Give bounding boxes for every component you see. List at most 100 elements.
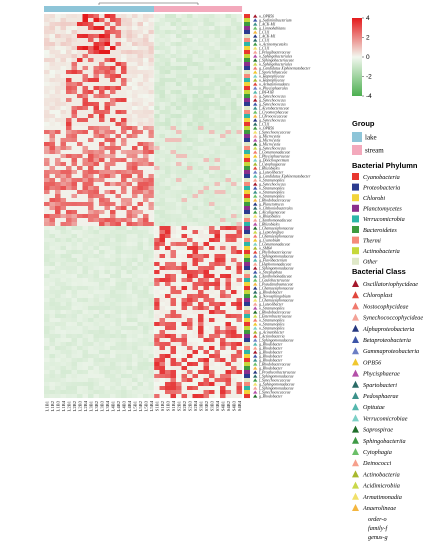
heatmap-cell (198, 22, 204, 27)
heatmap-cell (143, 154, 149, 159)
heatmap-cell (71, 62, 78, 67)
heatmap-cell (176, 270, 182, 275)
heatmap-cell (165, 154, 171, 159)
heatmap-cell (110, 174, 116, 179)
heatmap-cell (203, 146, 210, 151)
heatmap-cell (93, 242, 100, 247)
heatmap-cell (165, 34, 171, 39)
heatmap-cell (192, 294, 199, 299)
heatmap-cell (115, 322, 122, 327)
heatmap-cell (159, 50, 166, 55)
heatmap-cell (225, 30, 232, 35)
heatmap-cell (88, 230, 94, 235)
heatmap-cell (55, 98, 61, 103)
heatmap-cell (225, 82, 232, 87)
heatmap-cell (99, 190, 105, 195)
heatmap-cell (170, 78, 177, 83)
heatmap-cell (143, 126, 149, 131)
heatmap-cell (181, 42, 188, 47)
heatmap-cell (187, 126, 193, 131)
heatmap-cell (181, 122, 188, 127)
heatmap-cell (60, 322, 67, 327)
heatmap-cell (159, 18, 166, 23)
heatmap-cell (82, 94, 89, 99)
heatmap-cell (176, 230, 182, 235)
heatmap-cell (55, 354, 61, 359)
heatmap-cell (225, 126, 232, 131)
heatmap-cell (77, 138, 83, 143)
heatmap-cell (132, 210, 138, 215)
heatmap-cell (198, 190, 204, 195)
row-label: o_OPB56 (259, 126, 274, 130)
heatmap-cell (231, 286, 237, 291)
heatmap-cell (44, 278, 50, 283)
heatmap-cell (165, 166, 171, 171)
heatmap-cell (187, 326, 193, 331)
class-marker (253, 250, 258, 254)
heatmap-cell (126, 394, 133, 399)
heatmap-cell (214, 54, 221, 59)
heatmap-cell (231, 390, 237, 395)
heatmap-cell (209, 326, 215, 331)
heatmap-cell (203, 374, 210, 379)
heatmap-cell (66, 154, 72, 159)
heatmap-cell (44, 350, 50, 355)
heatmap-cell (60, 234, 67, 239)
heatmap-cell (148, 46, 155, 51)
heatmap-cell (55, 150, 61, 155)
column-label: L5B2 (138, 400, 143, 411)
heatmap-cell (60, 350, 67, 355)
heatmap-cell (209, 190, 215, 195)
heatmap-cell (236, 118, 243, 123)
heatmap-cell (170, 334, 177, 339)
heatmap-cell (198, 254, 204, 259)
heatmap-cell (121, 238, 127, 243)
heatmap-cell (99, 170, 105, 175)
class-marker (253, 98, 258, 102)
heatmap-cell (77, 146, 83, 151)
heatmap-cell (214, 286, 221, 291)
heatmap-cell (187, 146, 193, 151)
heatmap-cell (126, 142, 133, 147)
group-bar-cell (132, 6, 138, 12)
row-label: g_Rhodobacter (259, 342, 283, 346)
heatmap-cell (66, 74, 72, 79)
heatmap-cell (214, 186, 221, 191)
heatmap-cell (55, 74, 61, 79)
heatmap-cell (137, 34, 144, 39)
heatmap-cell (49, 114, 56, 119)
heatmap-cell (170, 186, 177, 191)
legend-phylum-swatch (352, 204, 359, 212)
heatmap-cell (209, 354, 215, 359)
heatmap-cell (99, 138, 105, 143)
heatmap-cell (214, 210, 221, 215)
heatmap-cell (49, 226, 56, 231)
heatmap-cell (192, 338, 199, 343)
heatmap-cell (93, 26, 100, 31)
heatmap-cell (220, 154, 226, 159)
heatmap-cell (71, 54, 78, 59)
heatmap-cell (209, 214, 215, 219)
heatmap-cell (148, 158, 155, 163)
heatmap-cell (104, 66, 111, 71)
heatmap-cell (44, 150, 50, 155)
heatmap-cell (187, 54, 193, 59)
heatmap-cell (181, 106, 188, 111)
row-label: f_Chamaesiphonaceae (259, 234, 294, 238)
heatmap-cell (44, 378, 50, 383)
heatmap-cell (148, 298, 155, 303)
heatmap-cell (198, 242, 204, 247)
heatmap-cell (66, 258, 72, 263)
heatmap-cell (159, 30, 166, 35)
heatmap-cell (203, 330, 210, 335)
heatmap-cell (159, 370, 166, 375)
heatmap-cell (143, 42, 149, 47)
heatmap-cell (71, 206, 78, 211)
heatmap-cell (137, 174, 144, 179)
heatmap-cell (159, 290, 166, 295)
heatmap-cell (55, 50, 61, 55)
heatmap-cell (209, 250, 215, 255)
heatmap-cell (159, 310, 166, 315)
heatmap-cell (170, 70, 177, 75)
class-marker (253, 62, 258, 66)
